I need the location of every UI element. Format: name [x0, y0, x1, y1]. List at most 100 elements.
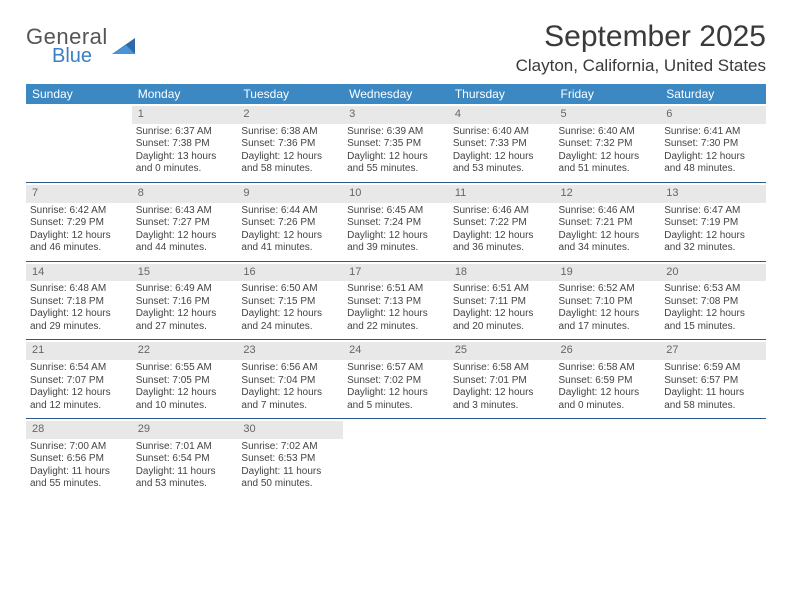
calendar-page: General Blue September 2025 Clayton, Cal…	[0, 0, 792, 517]
sunset-line: Sunset: 7:32 PM	[559, 138, 657, 151]
day-number: 30	[237, 421, 343, 439]
day-number: 20	[660, 264, 766, 282]
weekday-header: Friday	[555, 84, 661, 104]
sunrise-line: Sunrise: 6:47 AM	[664, 205, 762, 218]
day-number: 5	[555, 106, 661, 124]
sunrise-line: Sunrise: 6:40 AM	[453, 126, 551, 139]
day-number: 27	[660, 342, 766, 360]
calendar-cell: 8Sunrise: 6:43 AMSunset: 7:27 PMDaylight…	[132, 183, 238, 261]
logo-text: General Blue	[26, 26, 108, 66]
sunrise-line: Sunrise: 6:39 AM	[347, 126, 445, 139]
sunrise-line: Sunrise: 6:48 AM	[30, 283, 128, 296]
calendar-cell: 21Sunrise: 6:54 AMSunset: 7:07 PMDayligh…	[26, 340, 132, 418]
daylight-line: Daylight: 12 hours and 22 minutes.	[347, 308, 445, 333]
calendar-row: 28Sunrise: 7:00 AMSunset: 6:56 PMDayligh…	[26, 419, 766, 497]
day-number: 8	[132, 185, 238, 203]
daylight-line: Daylight: 12 hours and 12 minutes.	[30, 387, 128, 412]
calendar-body: 1Sunrise: 6:37 AMSunset: 7:38 PMDaylight…	[26, 104, 766, 497]
sunrise-line: Sunrise: 6:51 AM	[347, 283, 445, 296]
weekday-header: Saturday	[660, 84, 766, 104]
day-number: 16	[237, 264, 343, 282]
daylight-line: Daylight: 12 hours and 36 minutes.	[453, 230, 551, 255]
day-number: 17	[343, 264, 449, 282]
sunset-line: Sunset: 6:56 PM	[30, 453, 128, 466]
sunset-line: Sunset: 7:38 PM	[136, 138, 234, 151]
weekday-header: Tuesday	[237, 84, 343, 104]
calendar-cell-empty	[555, 419, 661, 497]
calendar-row: 14Sunrise: 6:48 AMSunset: 7:18 PMDayligh…	[26, 262, 766, 340]
daylight-line: Daylight: 13 hours and 0 minutes.	[136, 151, 234, 176]
daylight-line: Daylight: 12 hours and 34 minutes.	[559, 230, 657, 255]
sunset-line: Sunset: 7:10 PM	[559, 296, 657, 309]
day-number: 23	[237, 342, 343, 360]
sunrise-line: Sunrise: 6:46 AM	[559, 205, 657, 218]
calendar-cell: 23Sunrise: 6:56 AMSunset: 7:04 PMDayligh…	[237, 340, 343, 418]
weekday-header: Sunday	[26, 84, 132, 104]
calendar-cell: 18Sunrise: 6:51 AMSunset: 7:11 PMDayligh…	[449, 262, 555, 340]
sunset-line: Sunset: 7:24 PM	[347, 217, 445, 230]
sunrise-line: Sunrise: 6:51 AM	[453, 283, 551, 296]
sunrise-line: Sunrise: 6:37 AM	[136, 126, 234, 139]
calendar-cell: 16Sunrise: 6:50 AMSunset: 7:15 PMDayligh…	[237, 262, 343, 340]
day-number: 25	[449, 342, 555, 360]
calendar-cell: 7Sunrise: 6:42 AMSunset: 7:29 PMDaylight…	[26, 183, 132, 261]
daylight-line: Daylight: 11 hours and 55 minutes.	[30, 466, 128, 491]
daylight-line: Daylight: 12 hours and 58 minutes.	[241, 151, 339, 176]
calendar-cell: 2Sunrise: 6:38 AMSunset: 7:36 PMDaylight…	[237, 104, 343, 182]
daylight-line: Daylight: 12 hours and 24 minutes.	[241, 308, 339, 333]
day-number: 13	[660, 185, 766, 203]
daylight-line: Daylight: 12 hours and 20 minutes.	[453, 308, 551, 333]
daylight-line: Daylight: 12 hours and 46 minutes.	[30, 230, 128, 255]
day-number: 24	[343, 342, 449, 360]
day-number: 26	[555, 342, 661, 360]
sunset-line: Sunset: 7:35 PM	[347, 138, 445, 151]
calendar-cell: 10Sunrise: 6:45 AMSunset: 7:24 PMDayligh…	[343, 183, 449, 261]
day-number: 19	[555, 264, 661, 282]
sunset-line: Sunset: 7:05 PM	[136, 375, 234, 388]
sunset-line: Sunset: 7:11 PM	[453, 296, 551, 309]
day-number: 3	[343, 106, 449, 124]
title-block: September 2025 Clayton, California, Unit…	[516, 20, 766, 76]
calendar-head: SundayMondayTuesdayWednesdayThursdayFrid…	[26, 84, 766, 104]
sunset-line: Sunset: 7:33 PM	[453, 138, 551, 151]
calendar-cell-empty	[26, 104, 132, 182]
calendar-cell: 4Sunrise: 6:40 AMSunset: 7:33 PMDaylight…	[449, 104, 555, 182]
calendar-cell: 15Sunrise: 6:49 AMSunset: 7:16 PMDayligh…	[132, 262, 238, 340]
calendar-cell: 6Sunrise: 6:41 AMSunset: 7:30 PMDaylight…	[660, 104, 766, 182]
sunrise-line: Sunrise: 7:01 AM	[136, 441, 234, 454]
day-number: 10	[343, 185, 449, 203]
daylight-line: Daylight: 12 hours and 10 minutes.	[136, 387, 234, 412]
day-number: 9	[237, 185, 343, 203]
logo: General Blue	[26, 26, 138, 66]
day-number: 28	[26, 421, 132, 439]
calendar-cell: 9Sunrise: 6:44 AMSunset: 7:26 PMDaylight…	[237, 183, 343, 261]
calendar-cell: 25Sunrise: 6:58 AMSunset: 7:01 PMDayligh…	[449, 340, 555, 418]
day-number: 12	[555, 185, 661, 203]
sunset-line: Sunset: 6:59 PM	[559, 375, 657, 388]
daylight-line: Daylight: 12 hours and 41 minutes.	[241, 230, 339, 255]
calendar-cell-empty	[660, 419, 766, 497]
daylight-line: Daylight: 12 hours and 15 minutes.	[664, 308, 762, 333]
sunset-line: Sunset: 7:07 PM	[30, 375, 128, 388]
sunset-line: Sunset: 7:30 PM	[664, 138, 762, 151]
daylight-line: Daylight: 11 hours and 53 minutes.	[136, 466, 234, 491]
daylight-line: Daylight: 12 hours and 44 minutes.	[136, 230, 234, 255]
sunrise-line: Sunrise: 6:59 AM	[664, 362, 762, 375]
month-title: September 2025	[516, 20, 766, 54]
calendar-cell: 14Sunrise: 6:48 AMSunset: 7:18 PMDayligh…	[26, 262, 132, 340]
sunset-line: Sunset: 7:36 PM	[241, 138, 339, 151]
daylight-line: Daylight: 12 hours and 29 minutes.	[30, 308, 128, 333]
daylight-line: Daylight: 12 hours and 27 minutes.	[136, 308, 234, 333]
sunrise-line: Sunrise: 6:54 AM	[30, 362, 128, 375]
sunset-line: Sunset: 7:16 PM	[136, 296, 234, 309]
sunrise-line: Sunrise: 6:57 AM	[347, 362, 445, 375]
weekday-row: SundayMondayTuesdayWednesdayThursdayFrid…	[26, 84, 766, 104]
calendar-table: SundayMondayTuesdayWednesdayThursdayFrid…	[26, 84, 766, 497]
logo-word-blue: Blue	[52, 46, 108, 66]
day-number: 2	[237, 106, 343, 124]
daylight-line: Daylight: 12 hours and 32 minutes.	[664, 230, 762, 255]
sunset-line: Sunset: 7:27 PM	[136, 217, 234, 230]
sunset-line: Sunset: 7:29 PM	[30, 217, 128, 230]
calendar-cell-empty	[449, 419, 555, 497]
sunrise-line: Sunrise: 6:40 AM	[559, 126, 657, 139]
